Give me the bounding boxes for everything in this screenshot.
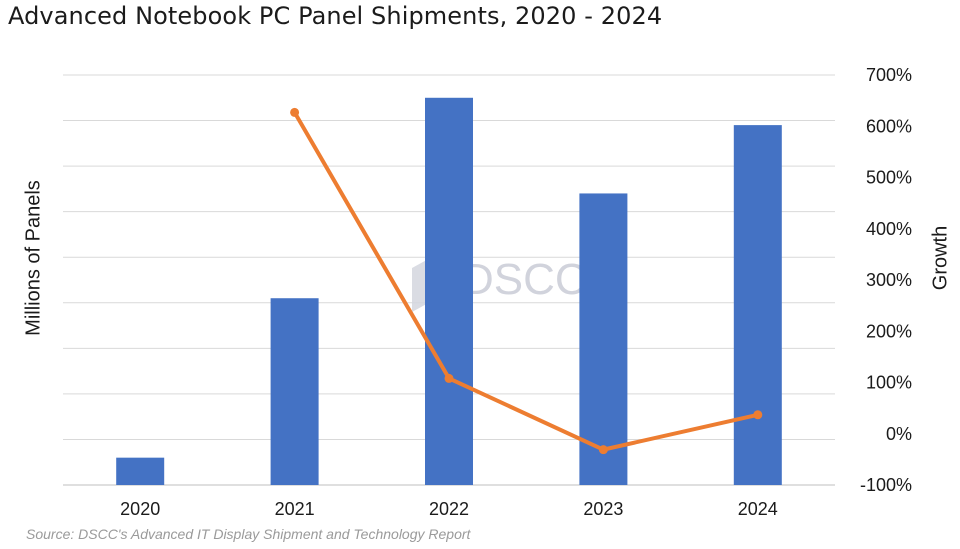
x-tick-label: 2021 xyxy=(275,499,315,519)
y2-tick-label: 300% xyxy=(866,270,912,290)
y2-tick-label: 600% xyxy=(866,116,912,136)
y2-tick-label: -100% xyxy=(860,475,912,495)
watermark-text: DSCC xyxy=(462,255,587,304)
bar-2023 xyxy=(579,193,628,485)
x-tick-label: 2022 xyxy=(429,499,469,519)
x-tick-label: 2020 xyxy=(120,499,160,519)
x-axis-tick-labels: 2020 2021 2022 2023 2024 xyxy=(120,499,778,519)
bar-2024 xyxy=(733,125,782,485)
growth-point-2023 xyxy=(598,445,608,455)
bar-series xyxy=(116,97,782,486)
chart-title: Advanced Notebook PC Panel Shipments, 20… xyxy=(8,2,663,30)
growth-point-2022 xyxy=(444,373,454,383)
y2-tick-label: 0% xyxy=(886,424,912,444)
bar-2020 xyxy=(116,457,165,485)
x-tick-label: 2023 xyxy=(583,499,623,519)
bar-2021 xyxy=(270,298,319,485)
secondary-y-axis-tick-labels: 700% 600% 500% 400% 300% 200% 100% 0% -100% xyxy=(860,65,912,495)
x-tick-label: 2024 xyxy=(738,499,778,519)
y2-tick-label: 100% xyxy=(866,373,912,393)
y2-tick-label: 700% xyxy=(866,65,912,85)
growth-line xyxy=(292,111,759,452)
bar-2022 xyxy=(425,97,473,486)
growth-line-series xyxy=(290,107,763,455)
y2-tick-label: 500% xyxy=(866,168,912,188)
growth-point-2021 xyxy=(290,107,300,117)
y2-tick-label: 200% xyxy=(866,321,912,341)
source-note: Source: DSCC's Advanced IT Display Shipm… xyxy=(26,526,471,542)
y2-tick-label: 400% xyxy=(866,219,912,239)
growth-point-2024 xyxy=(753,410,763,420)
